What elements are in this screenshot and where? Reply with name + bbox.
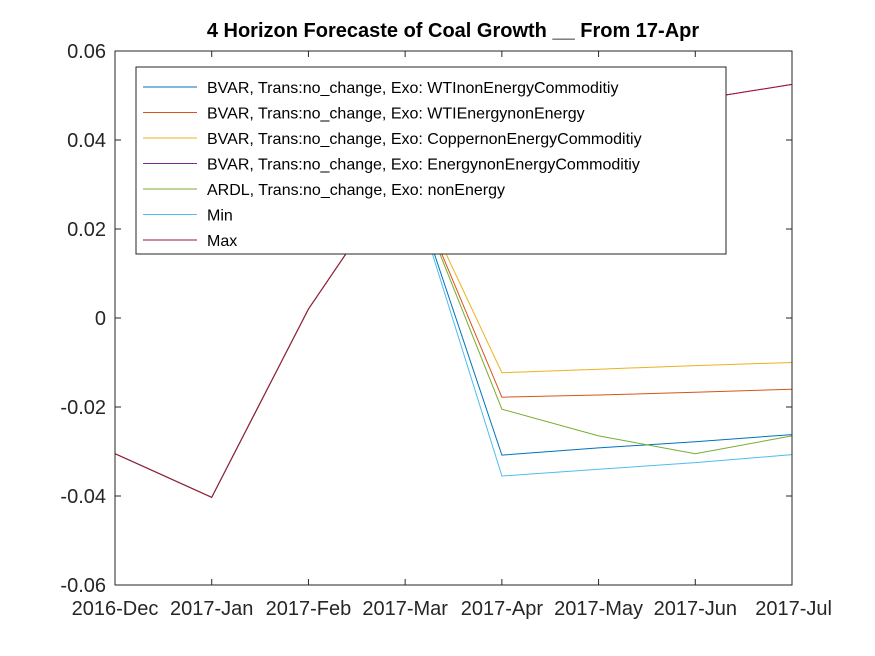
y-axis: -0.06 -0.04 -0.02 0 0.02 0.04 0.06 — [60, 41, 792, 597]
x-axis: 2016-Dec 2017-Jan 2017-Feb 2017-Mar 2017-Apr… — [72, 51, 832, 620]
x-tick-label: 2016-Dec — [72, 598, 159, 620]
y-tick-label: -0.06 — [60, 575, 106, 597]
legend-label: Min — [207, 208, 233, 225]
x-tick-label: 2017-Feb — [266, 598, 352, 620]
legend-label: BVAR, Trans:no_change, Exo: CoppernonEne… — [207, 131, 642, 148]
legend-label: BVAR, Trans:no_change, Exo: WTIEnergynon… — [207, 106, 585, 123]
legend-box — [135, 66, 727, 255]
y-tick-label: 0.06 — [67, 41, 106, 63]
y-tick-label: -0.02 — [60, 397, 106, 419]
y-tick-label: 0.04 — [67, 130, 106, 152]
legend-label: BVAR, Trans:no_change, Exo: WTInonEnergy… — [207, 80, 618, 97]
legend: BVAR, Trans:no_change, Exo: WTInonEnergy… — [135, 66, 727, 255]
x-tick-label: 2017-Jan — [170, 598, 253, 620]
x-tick-label: 2017-Jul — [755, 598, 832, 620]
y-tick-label: -0.04 — [60, 486, 106, 508]
chart-title: 4 Horizon Forecaste of Coal Growth __ Fr… — [207, 20, 700, 42]
y-tick-label: 0.02 — [67, 219, 106, 241]
legend-label: ARDL, Trans:no_change, Exo: nonEnergy — [207, 182, 505, 199]
x-tick-label: 2017-Apr — [461, 598, 544, 620]
y-tick-label: 0 — [95, 308, 106, 330]
legend-label: BVAR, Trans:no_change, Exo: EnergynonEne… — [207, 157, 640, 174]
x-tick-label: 2017-Mar — [362, 598, 448, 620]
x-tick-label: 2017-May — [554, 598, 643, 620]
x-tick-label: 2017-Jun — [654, 598, 737, 620]
legend-label: Max — [207, 233, 237, 250]
